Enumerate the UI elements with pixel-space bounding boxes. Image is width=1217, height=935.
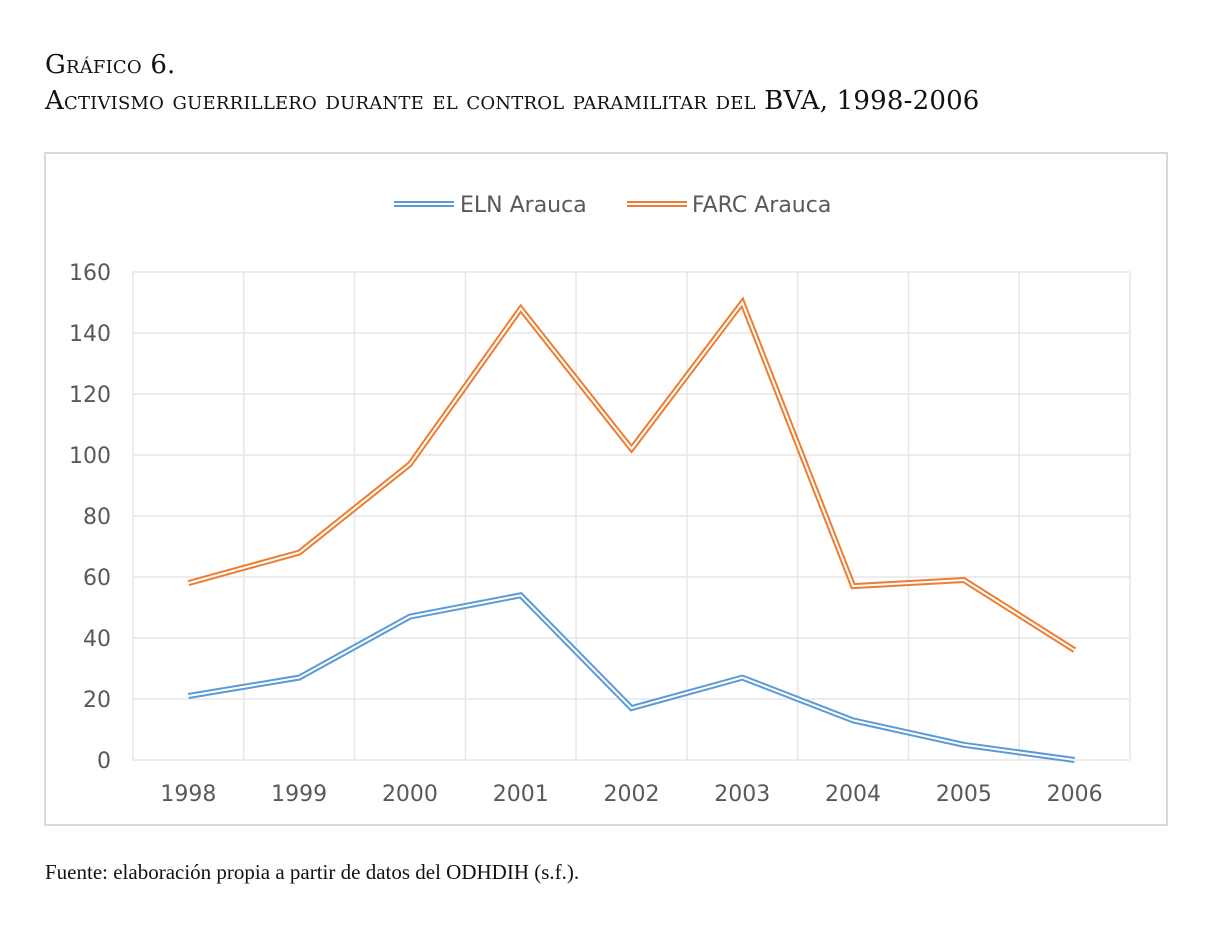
x-axis-ticks: 1998 1999 2000 2001 2002 2003 2004 2005 2006	[160, 782, 1102, 807]
gridlines	[132, 271, 1131, 761]
x-tick-label: 2005	[936, 782, 992, 807]
series-line	[187, 296, 1077, 653]
legend-item: FARC Arauca	[627, 193, 831, 218]
source-note: Fuente: elaboración propia a partir de d…	[45, 860, 580, 884]
series-eln-arauca	[187, 592, 1076, 763]
legend-label: ELN Arauca	[460, 193, 587, 218]
x-tick-label: 2006	[1047, 782, 1103, 807]
y-tick-label: 20	[83, 688, 111, 713]
figure-title: Activismo guerrillero durante el control…	[45, 86, 980, 116]
y-axis-ticks: 0 20 40 60 80 100 120 140 160	[69, 261, 111, 774]
y-tick-label: 0	[97, 749, 111, 774]
y-tick-label: 60	[83, 566, 111, 591]
x-tick-label: 2000	[382, 782, 438, 807]
series-line	[187, 592, 1076, 763]
legend-item: ELN Arauca	[394, 193, 587, 218]
legend-label: FARC Arauca	[692, 193, 831, 218]
x-tick-label: 2002	[604, 782, 660, 807]
line-chart: 0 20 40 60 80 100 120 140 160 1998 1999 2000 2001 20…	[69, 193, 1131, 807]
figure-number: Gráfico 6.	[45, 50, 176, 80]
legend: ELN Arauca FARC Arauca	[394, 193, 831, 218]
chart-frame: 0 20 40 60 80 100 120 140 160 1998 1999 2000 2001 20…	[44, 152, 1168, 826]
series-lines	[187, 296, 1077, 763]
x-tick-label: 2003	[714, 782, 770, 807]
series-line-inner	[188, 594, 1075, 761]
y-tick-label: 120	[69, 383, 111, 408]
y-tick-label: 40	[83, 627, 111, 652]
x-tick-label: 1998	[160, 782, 216, 807]
x-tick-label: 1999	[271, 782, 327, 807]
x-tick-label: 2001	[493, 782, 549, 807]
y-tick-label: 80	[83, 505, 111, 530]
y-tick-label: 140	[69, 322, 111, 347]
x-tick-label: 2004	[825, 782, 881, 807]
y-tick-label: 100	[69, 444, 111, 469]
y-tick-label: 160	[69, 261, 111, 286]
series-line-inner	[188, 300, 1076, 652]
series-farc-arauca	[187, 296, 1077, 653]
